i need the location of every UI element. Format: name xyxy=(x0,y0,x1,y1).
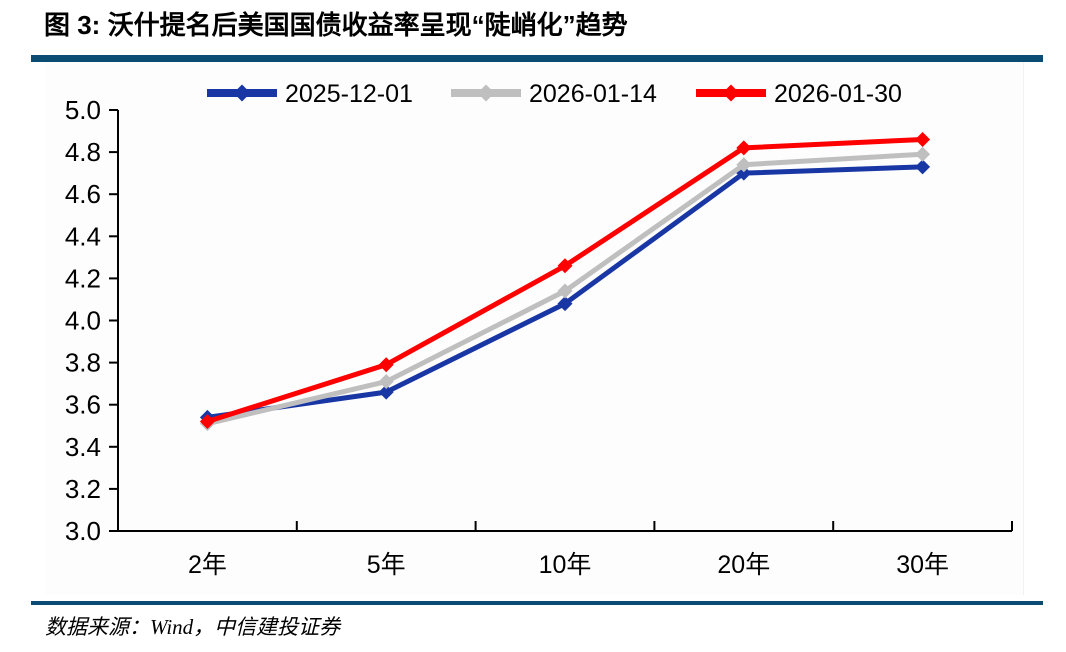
yield-curve-line-chart: 3.0 3.2 3.4 3.6 3.8 4.0 4.2 4.4 4.6 4.8 5.0 2年 5年 10年… xyxy=(65,80,1013,579)
legend-marker xyxy=(233,84,251,102)
y-axis-label: 4.0 xyxy=(65,306,101,336)
x-axis-label: 5年 xyxy=(367,551,406,579)
legend-label: 2026-01-30 xyxy=(774,80,902,108)
legend-label: 2026-01-14 xyxy=(529,80,657,108)
figure-title: 图 3: 沃什提名后美国国债收益率呈现“陡峭化”趋势 xyxy=(44,10,628,40)
y-axis-label: 3.4 xyxy=(65,432,101,462)
series-line xyxy=(206,136,923,424)
data-point-marker xyxy=(557,283,573,299)
x-axis-label: 30年 xyxy=(896,551,949,579)
data-point-marker xyxy=(378,374,394,390)
x-axis-label: 2年 xyxy=(188,551,227,579)
legend-marker xyxy=(722,84,740,102)
y-axis-label: 3.6 xyxy=(65,390,101,420)
y-axis-label: 4.4 xyxy=(65,221,101,251)
data-point-marker xyxy=(378,357,394,373)
title-divider-bar xyxy=(31,55,1043,62)
data-point-marker xyxy=(736,140,752,156)
y-axis-label: 4.8 xyxy=(65,137,101,167)
footer-divider-bar xyxy=(31,601,1043,605)
data-point-marker xyxy=(915,131,931,147)
data-point-marker xyxy=(557,258,573,274)
legend-label: 2025-12-01 xyxy=(285,80,413,108)
data-point-marker xyxy=(557,296,573,312)
data-source-note: 数据来源：Wind，中信建投证券 xyxy=(45,615,341,639)
data-point-marker xyxy=(915,159,931,175)
y-axis-label: 3.8 xyxy=(65,348,101,378)
data-point-marker xyxy=(199,414,215,430)
x-axis-label: 20年 xyxy=(717,551,770,579)
data-point-marker xyxy=(736,165,752,181)
x-axis-label: 10年 xyxy=(539,551,592,579)
y-axis-label: 4.6 xyxy=(65,179,101,209)
data-point-marker xyxy=(378,384,394,400)
y-axis-label: 4.2 xyxy=(65,263,101,293)
data-point-marker xyxy=(736,157,752,173)
chart-background xyxy=(45,62,1024,595)
legend-marker xyxy=(477,84,495,102)
data-point-marker xyxy=(915,146,931,162)
y-axis-label: 3.2 xyxy=(65,474,101,504)
y-axis-label: 5.0 xyxy=(65,95,101,125)
y-axis-label: 3.0 xyxy=(65,516,101,546)
